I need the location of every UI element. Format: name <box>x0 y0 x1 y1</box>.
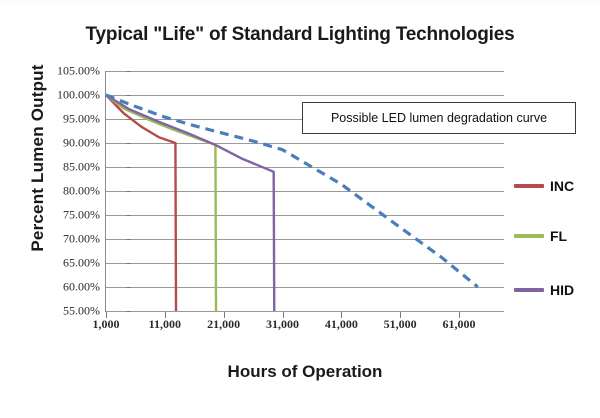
x-tick-mark <box>223 312 225 318</box>
gridline <box>106 167 504 168</box>
y-tick-label: 85.00% <box>63 159 100 174</box>
x-tick-mark <box>282 312 284 318</box>
legend-swatch-fl <box>514 234 544 238</box>
y-tick-label: 55.00% <box>63 303 100 318</box>
x-axis-title: Hours of Operation <box>227 362 383 381</box>
legend-label-hid: HID <box>550 282 575 298</box>
y-tick-mark <box>126 263 131 264</box>
y-tick-label: 75.00% <box>63 207 100 222</box>
y-axis-tick-labels: 105.00% 100.00% 95.00% 90.00% 85.00% 80.00% 75… <box>26 0 131 418</box>
top-edge-sliver <box>0 0 600 3</box>
x-tick-label: 1,000 <box>92 317 120 331</box>
y-tick-mark <box>126 311 131 312</box>
gridline <box>106 239 504 240</box>
legend-item-fl[interactable]: FL <box>514 228 567 244</box>
y-tick-mark <box>126 119 131 120</box>
x-tick-label: 31,000 <box>266 317 299 331</box>
y-tick-mark <box>126 71 131 72</box>
x-tick-mark <box>341 312 343 318</box>
gridline <box>106 311 504 312</box>
chart-legend: INC FL HID <box>514 178 598 298</box>
legend-label-inc: INC <box>550 178 575 194</box>
y-tick-label: 80.00% <box>63 183 100 198</box>
gridline <box>106 95 504 96</box>
gridline <box>106 287 504 288</box>
led-callout-text: Possible LED lumen degradation curve <box>330 111 548 125</box>
y-tick-label: 60.00% <box>63 279 100 294</box>
y-tick-mark <box>126 191 131 192</box>
x-tick-mark <box>106 312 107 318</box>
legend-label-fl: FL <box>550 228 568 244</box>
y-tick-mark <box>126 239 131 240</box>
x-tick-label: 11,000 <box>148 317 181 331</box>
legend-swatch-inc <box>514 184 544 188</box>
x-tick-mark <box>164 312 166 318</box>
y-tick-mark <box>126 287 131 288</box>
gridline <box>106 215 504 216</box>
legend-item-inc[interactable]: INC <box>514 178 574 194</box>
legend-item-hid[interactable]: HID <box>514 282 574 298</box>
x-tick-label: 51,000 <box>383 317 417 331</box>
legend-swatch-hid <box>514 288 544 292</box>
y-tick-label: 100.00% <box>57 87 100 102</box>
x-tick-mark <box>459 312 460 318</box>
y-tick-label: 95.00% <box>63 111 100 126</box>
y-tick-label: 70.00% <box>63 231 100 246</box>
y-tick-mark <box>126 215 131 216</box>
page-title: Typical "Life" of Standard Lighting Tech… <box>85 24 515 45</box>
led-callout-box: Possible LED lumen degradation curve <box>302 102 576 134</box>
y-tick-label: 65.00% <box>63 255 100 270</box>
x-tick-label: 41,000 <box>324 317 358 331</box>
gridline <box>106 263 504 264</box>
y-tick-label: 105.00% <box>57 63 100 78</box>
x-tick-mark <box>400 312 402 318</box>
x-tick-label: 61,000 <box>442 317 476 331</box>
x-tick-label: 21,000 <box>207 317 241 331</box>
gridline <box>106 191 504 192</box>
y-tick-mark <box>126 95 131 96</box>
gridline <box>106 143 504 144</box>
gridline <box>106 71 504 72</box>
y-tick-mark <box>126 143 131 144</box>
y-tick-label: 90.00% <box>63 135 100 150</box>
y-tick-mark <box>126 167 131 168</box>
